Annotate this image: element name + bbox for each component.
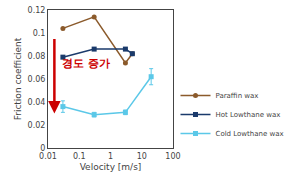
- svg-text:1: 1: [108, 152, 113, 161]
- svg-text:0.08: 0.08: [28, 52, 46, 61]
- svg-text:0: 0: [40, 144, 45, 153]
- svg-text:0.12: 0.12: [28, 6, 46, 15]
- svg-text:0.1: 0.1: [73, 152, 86, 161]
- svg-text:Friction coefficient: Friction coefficient: [13, 37, 23, 120]
- svg-text:0.01: 0.01: [39, 152, 57, 161]
- svg-text:0.1: 0.1: [33, 29, 46, 38]
- svg-text:10: 10: [137, 152, 147, 161]
- svg-text:Cold Lowthane wax: Cold Lowthane wax: [216, 130, 284, 138]
- svg-text:0.02: 0.02: [28, 121, 46, 130]
- svg-text:Paraffin wax: Paraffin wax: [216, 92, 259, 100]
- svg-text:경도 증가: 경도 증가: [62, 57, 110, 70]
- svg-text:Hot Lowthane wax: Hot Lowthane wax: [216, 111, 281, 119]
- svg-text:Velocity [m/s]: Velocity [m/s]: [80, 162, 142, 172]
- svg-text:0.06: 0.06: [28, 75, 46, 84]
- svg-text:100: 100: [165, 152, 180, 161]
- svg-text:0.04: 0.04: [28, 98, 46, 107]
